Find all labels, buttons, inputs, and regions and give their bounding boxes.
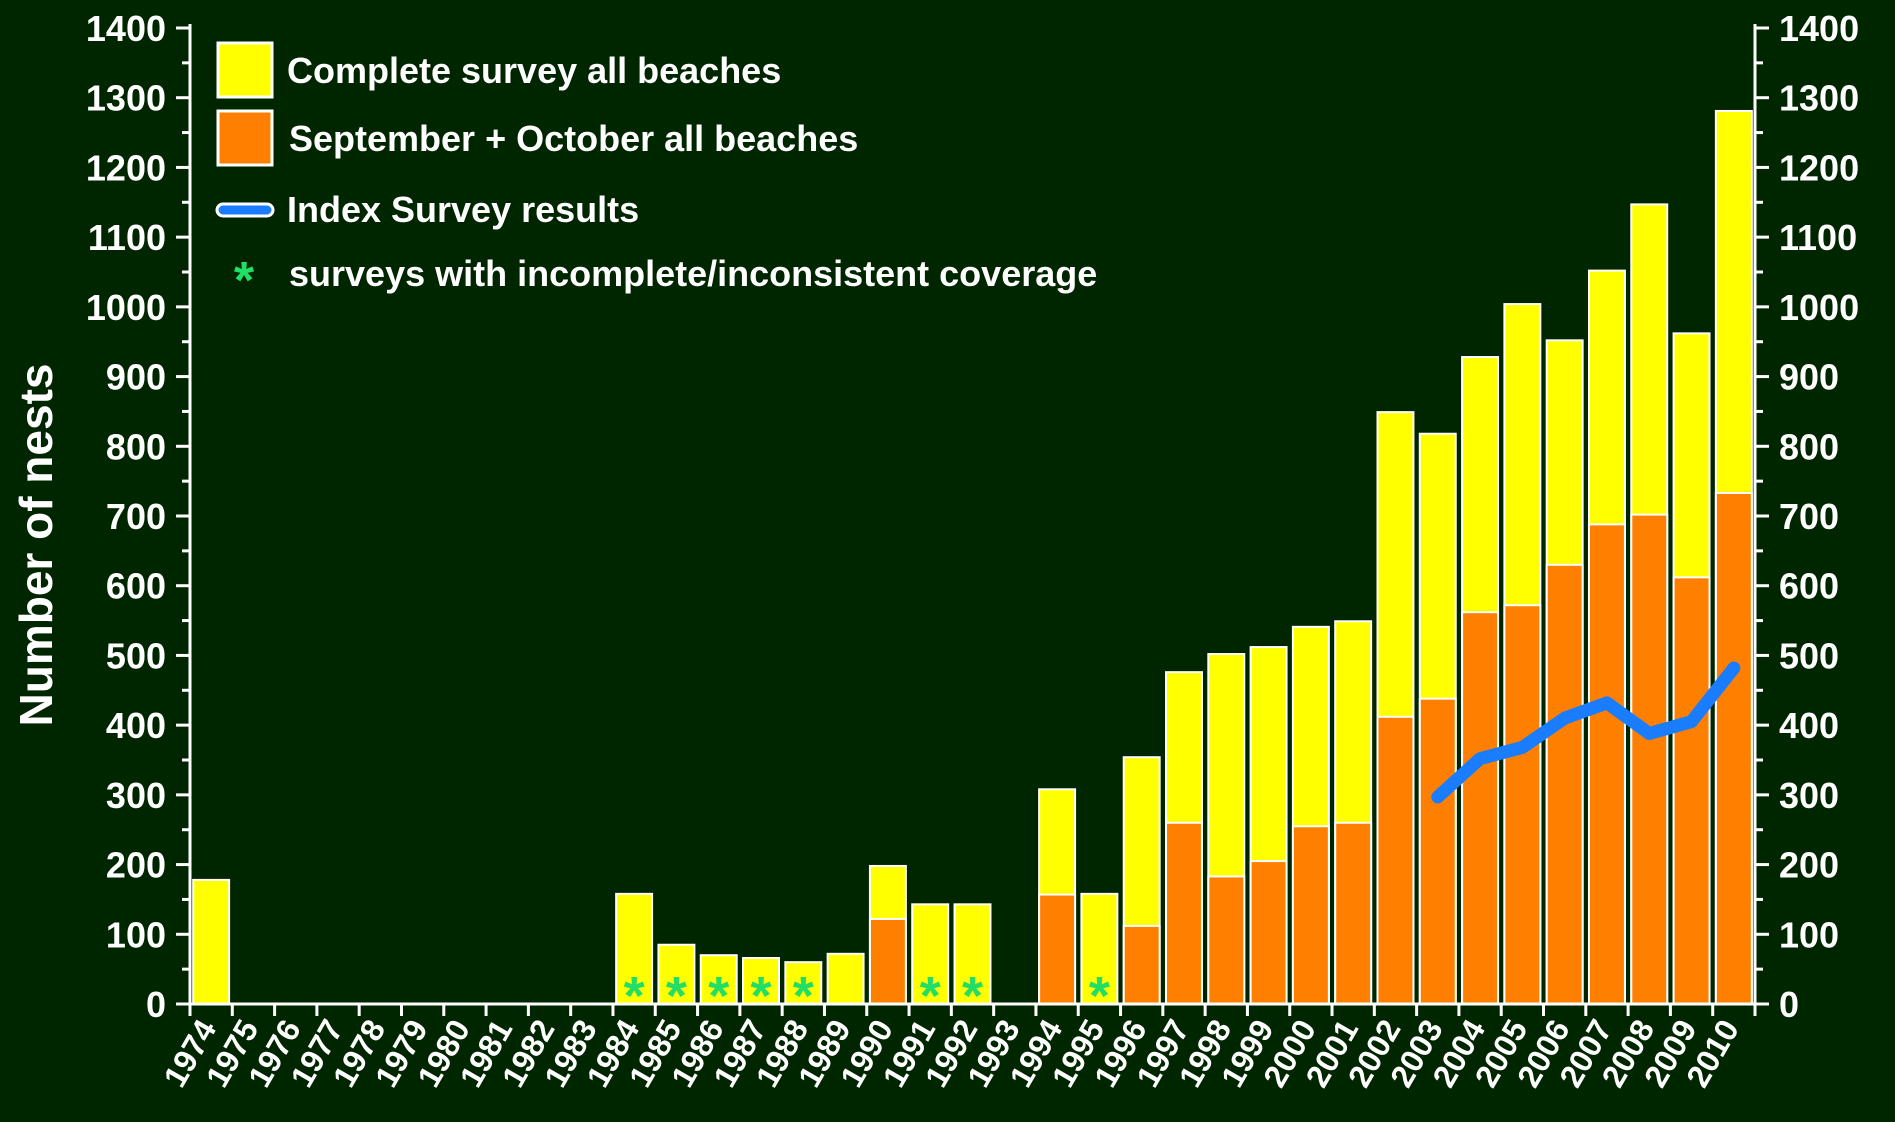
y-tick-label-left-400: 400 (106, 705, 166, 746)
legend-swatch-yellow (216, 41, 274, 99)
y-tick-label-left-500: 500 (106, 635, 166, 676)
incomplete-marker-1986: * (708, 966, 729, 1026)
bar-septoct-2009 (1672, 576, 1711, 1005)
bar-septoct-2000 (1291, 825, 1330, 1005)
y-tick-label-left-1300: 1300 (86, 78, 166, 119)
incomplete-marker-1995: * (1089, 966, 1110, 1026)
bar-septoct-1990 (868, 917, 907, 1005)
legend-label-index-survey: Index Survey results (287, 189, 639, 230)
y-tick-label-left-900: 900 (106, 357, 166, 398)
legend-swatch-orange (216, 109, 274, 167)
index-point-2004 (1479, 757, 1482, 760)
bar-complete-1984 (615, 892, 654, 1006)
y-tick-label-right-700: 700 (1779, 496, 1839, 537)
incomplete-marker-1992: * (962, 966, 983, 1026)
bar-septoct-1997 (1165, 821, 1203, 1005)
bar-septoct-2004 (1461, 611, 1500, 1005)
bar-septoct-2007 (1587, 523, 1626, 1005)
legend-item-incomplete: * surveys with incomplete/inconsistent c… (234, 252, 1097, 310)
legend-item-index-survey: Index Survey results (215, 189, 639, 230)
y-tick-label-right-300: 300 (1779, 775, 1839, 816)
legend-label-incomplete: surveys with incomplete/inconsistent cov… (289, 253, 1097, 294)
bars-layer (192, 109, 1753, 1006)
y-tick-label-right-1400: 1400 (1779, 8, 1859, 49)
y-tick-label-left-1000: 1000 (86, 287, 166, 328)
bar-complete-1991 (911, 903, 950, 1006)
incomplete-marker-1988: * (793, 966, 814, 1026)
index-point-2007 (1605, 701, 1608, 704)
y-tick-label-right-400: 400 (1779, 705, 1839, 746)
legend-item-complete-survey: Complete survey all beaches (216, 41, 781, 99)
y-tick-label-left-0: 0 (146, 984, 166, 1025)
y-tick-label-left-1400: 1400 (86, 8, 166, 49)
legend: Complete survey all beaches September + … (215, 41, 1097, 310)
y-tick-label-right-900: 900 (1779, 357, 1839, 398)
y-tick-label-left-600: 600 (106, 566, 166, 607)
legend-label-complete-survey: Complete survey all beaches (287, 50, 781, 91)
index-point-2003 (1436, 795, 1439, 798)
bar-septoct-1996 (1122, 924, 1161, 1005)
index-point-2005 (1521, 746, 1524, 749)
bar-septoct-2008 (1630, 513, 1669, 1005)
index-point-2010 (1732, 666, 1735, 669)
bar-septoct-1994 (1038, 893, 1077, 1006)
incomplete-marker-1991: * (920, 966, 941, 1026)
bar-septoct-2005 (1503, 604, 1542, 1006)
y-tick-label-left-300: 300 (106, 775, 166, 816)
bar-complete-1995 (1080, 892, 1119, 1006)
index-point-2006 (1563, 717, 1566, 720)
bar-septoct-2001 (1334, 821, 1373, 1005)
incomplete-marker-1984: * (624, 966, 645, 1026)
incomplete-marker-1985: * (666, 966, 687, 1026)
bar-complete-1985 (657, 943, 696, 1005)
bar-complete-1974 (192, 878, 231, 1005)
bar-complete-1989 (826, 952, 865, 1006)
bar-septoct-2003 (1418, 697, 1457, 1005)
legend-item-sept-oct: September + October all beaches (216, 109, 858, 167)
y-tick-label-right-1100: 1100 (1779, 217, 1857, 258)
y-tick-label-right-0: 0 (1779, 984, 1799, 1025)
bar-septoct-2010 (1714, 491, 1753, 1005)
incomplete-marker-1987: * (751, 966, 772, 1026)
y-tick-label-right-500: 500 (1779, 635, 1839, 676)
y-tick-label-right-200: 200 (1779, 845, 1839, 886)
bar-septoct-1998 (1207, 875, 1246, 1005)
y-tick-label-right-100: 100 (1779, 914, 1839, 955)
index-point-2009 (1690, 720, 1693, 723)
legend-line-swatch (215, 202, 275, 218)
y-tick-label-left-1200: 1200 (86, 147, 166, 188)
legend-asterisk-icon: * (234, 252, 255, 310)
y-tick-label-left-700: 700 (106, 496, 166, 537)
y-tick-label-right-1200: 1200 (1779, 147, 1859, 188)
axes-layer: 0 0 100 100 200 200 300 300 400 400 500 500 600 600 70… (86, 8, 1859, 1093)
y-tick-label-right-800: 800 (1779, 426, 1839, 467)
bar-septoct-2002 (1376, 715, 1415, 1006)
y-tick-label-right-1300: 1300 (1779, 78, 1859, 119)
y-tick-label-right-600: 600 (1779, 566, 1839, 607)
bar-septoct-1999 (1249, 860, 1288, 1005)
y-tick-label-left-100: 100 (106, 914, 166, 955)
legend-label-sept-oct: September + October all beaches (289, 118, 858, 159)
index-point-2008 (1648, 732, 1651, 735)
index-survey-line (1431, 661, 1741, 804)
index-line-layer (1431, 661, 1741, 804)
bar-septoct-2006 (1545, 563, 1584, 1005)
y-tick-label-left-1100: 1100 (88, 217, 166, 258)
y-tick-label-left-200: 200 (106, 845, 166, 886)
y-tick-label-right-1000: 1000 (1779, 287, 1859, 328)
incomplete-markers-layer: * * * * * * * * (624, 966, 1110, 1026)
y-tick-label-left-800: 800 (106, 426, 166, 467)
y-axis-label: Number of nests (10, 364, 62, 727)
